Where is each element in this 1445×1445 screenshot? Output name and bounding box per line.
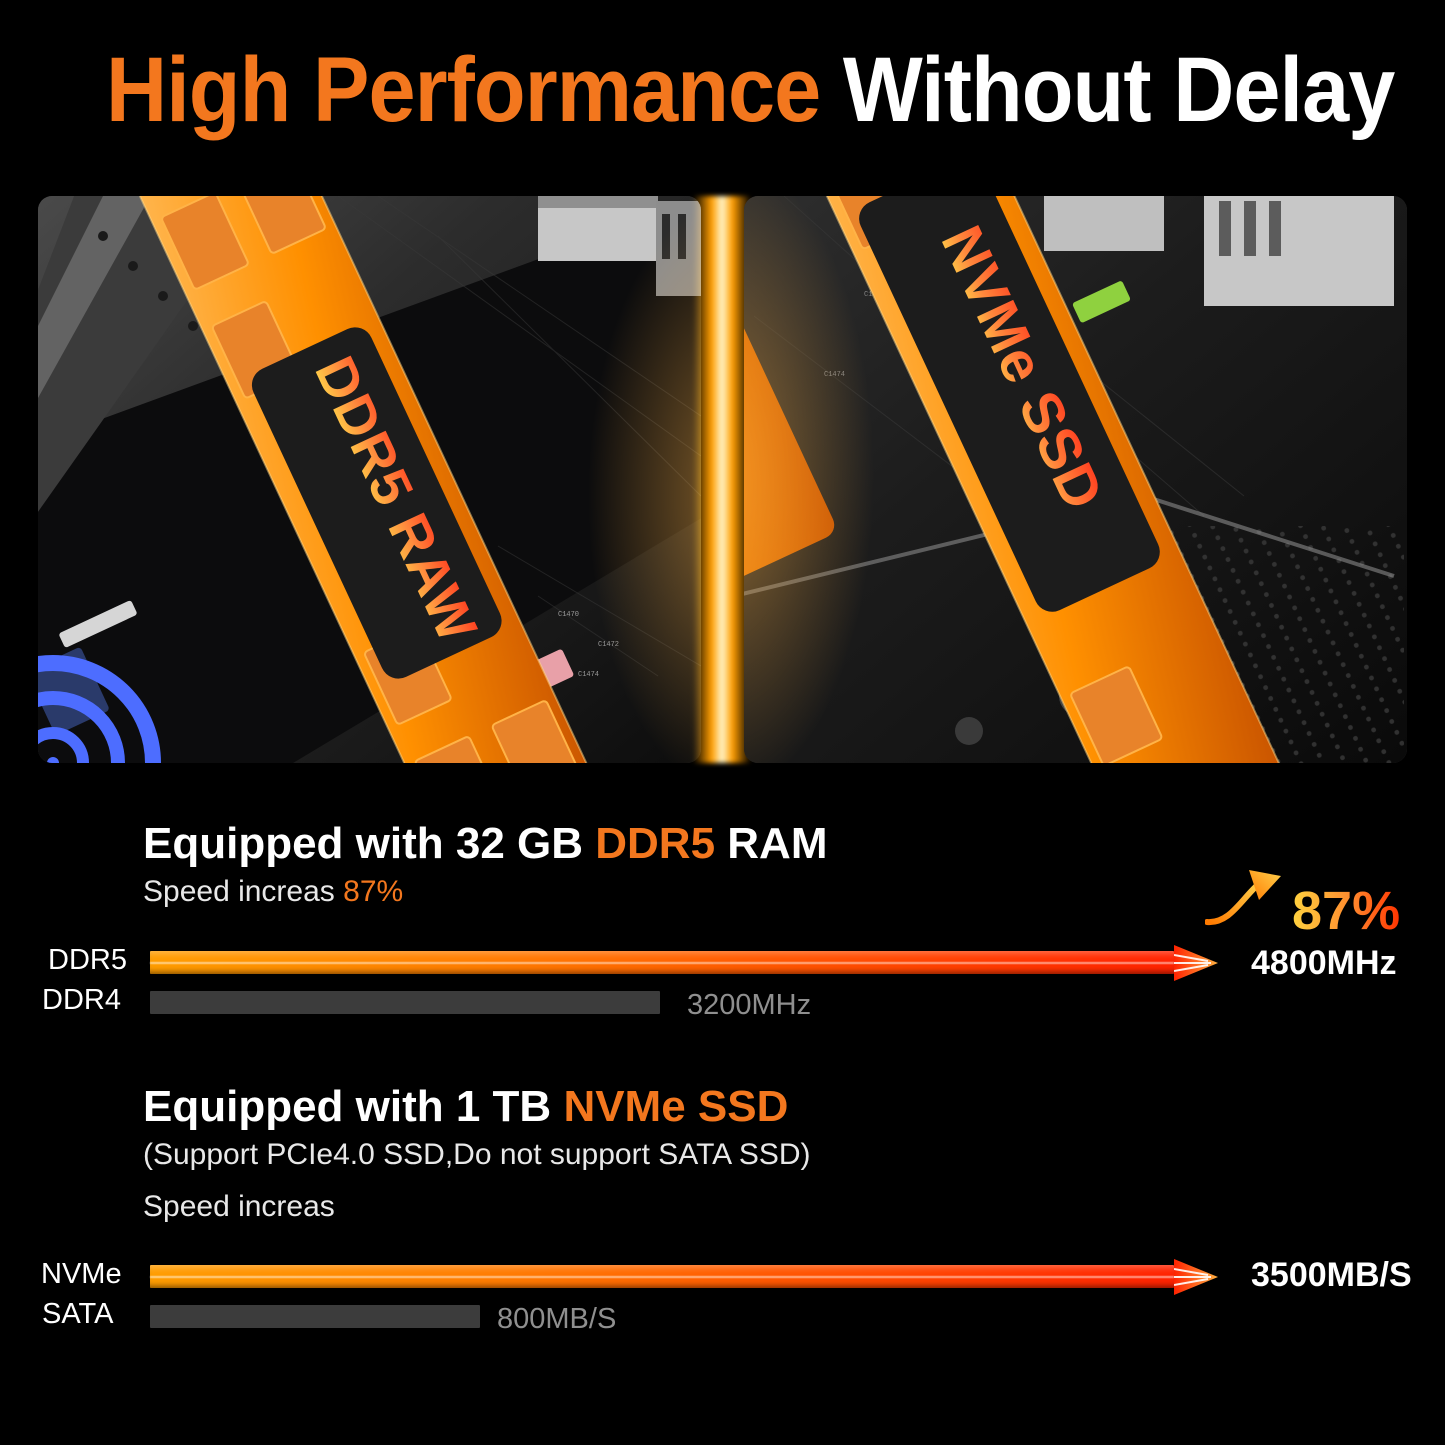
- svg-text:C1470: C1470: [558, 611, 579, 619]
- svg-text:C1474: C1474: [578, 671, 599, 679]
